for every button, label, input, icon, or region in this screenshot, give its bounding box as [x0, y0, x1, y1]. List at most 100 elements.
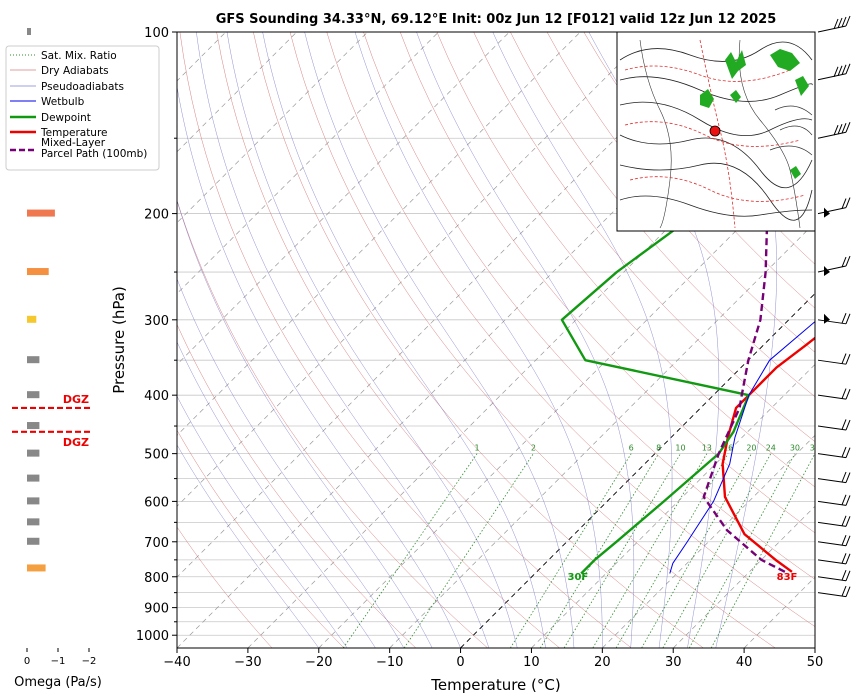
- isotherm: [602, 434, 815, 648]
- p-tick-label: 600: [144, 495, 169, 510]
- p-tick-label: 300: [144, 314, 169, 329]
- omega-axis-label: Omega (Pa/s): [14, 675, 102, 690]
- p-tick-label: 500: [144, 448, 169, 463]
- omega-bar: [27, 315, 37, 323]
- omega-bar: [27, 474, 40, 482]
- omega-bar: [27, 518, 40, 526]
- isotherm: [318, 151, 815, 648]
- dry-adiabat: [177, 323, 417, 648]
- dry-adiabat: [583, 32, 815, 309]
- dry-adiabat: [399, 32, 815, 534]
- omega-bar: [27, 391, 40, 399]
- p-tick-label: 900: [144, 602, 169, 617]
- p-tick-label: 1000: [136, 629, 169, 644]
- x-tick-label: 20: [594, 655, 611, 670]
- wind-barb: [817, 197, 851, 218]
- legend-label: Parcel Path (100mb): [41, 148, 147, 160]
- omega-tick-label: −2: [82, 656, 97, 667]
- background-grid: 1 2 6 8 10 13 16 20 24 30 36: [177, 32, 815, 648]
- mixing-ratio-label: 24: [766, 444, 776, 453]
- legend: Sat. Mix. Ratio Dry Adiabats Pseudoadiabat…: [5, 45, 160, 171]
- isotherm: [177, 32, 723, 578]
- mixing-ratio-line: [615, 453, 729, 648]
- surface-label: 30F: [567, 572, 588, 583]
- wind-barb: [817, 388, 851, 400]
- pseudoadiabat: [177, 341, 376, 648]
- dry-adiabat: [473, 32, 815, 442]
- surface-label: 83F: [777, 572, 798, 583]
- isotherm: [247, 80, 815, 648]
- mixing-ratio-label: 1: [474, 444, 479, 453]
- isotherm: [672, 505, 815, 648]
- mixing-ratio-line: [342, 453, 478, 648]
- wind-barb: [817, 122, 851, 139]
- dry-adiabat: [436, 32, 815, 488]
- dry-adiabat: [363, 32, 815, 580]
- omega-bar: [27, 537, 40, 545]
- mixing-ratio-label: 8: [656, 444, 661, 453]
- omega-tick-label: −1: [51, 656, 66, 667]
- pseudoadiabat: [177, 278, 405, 648]
- legend-label: Pseudoadiabats: [41, 81, 124, 93]
- wind-barb: [817, 419, 851, 431]
- mixing-ratio-label: 6: [629, 444, 634, 453]
- dgz-label: DGZ: [63, 436, 89, 449]
- pseudoadiabat: [177, 85, 461, 648]
- wind-barb: [817, 515, 851, 527]
- isotherm: [531, 363, 815, 648]
- y-axis-label: Pressure (hPa): [110, 286, 128, 394]
- wind-barb: [817, 446, 851, 459]
- p-tick-label: 700: [144, 536, 169, 551]
- dry-adiabat: [326, 32, 815, 627]
- mixing-ratio-line: [641, 453, 752, 648]
- wind-barb: [817, 534, 851, 547]
- dry-adiabat: [216, 32, 632, 648]
- wind-barb: [817, 494, 851, 506]
- omega-panel: 0 −1 −2 DGZ DGZ: [12, 28, 96, 667]
- mixing-ratio-line: [563, 453, 681, 648]
- x-tick-label: −40: [163, 655, 190, 670]
- p-tick-label: 800: [144, 571, 169, 586]
- legend-box: [5, 45, 160, 171]
- pseudoadiabat: [354, 32, 603, 648]
- wind-barb: [817, 585, 851, 598]
- pseudoadiabat: [588, 32, 720, 648]
- x-tick-label: 50: [807, 655, 824, 670]
- pseudoadiabat: [262, 32, 546, 648]
- x-axis-label: Temperature (°C): [430, 676, 560, 694]
- x-tick-label: 10: [523, 655, 540, 670]
- mixing-ratio-line: [592, 453, 708, 648]
- legend-label: Temperature: [40, 127, 108, 139]
- pseudoadiabat: [226, 32, 518, 648]
- isotherm: [177, 32, 652, 507]
- series-wetbulb: [669, 320, 815, 574]
- x-tick-label: 40: [736, 655, 753, 670]
- dry-adiabat: [253, 32, 704, 648]
- omega-bar: [27, 209, 55, 217]
- wind-barb: [817, 569, 851, 582]
- mixing-ratio-line: [403, 453, 534, 648]
- dry-adiabat: [177, 429, 345, 648]
- omega-bar: [27, 564, 46, 572]
- p-tick-label: 400: [144, 389, 169, 404]
- plot-frame: [176, 31, 816, 649]
- wind-barb: [817, 255, 851, 277]
- mixing-ratio-label: 13: [702, 444, 712, 453]
- omega-bar: [27, 356, 40, 364]
- omega-bar: [27, 497, 40, 505]
- pseudoadiabat: [177, 395, 348, 648]
- mixing-ratio-label: 10: [675, 444, 685, 453]
- p-tick-label: 200: [144, 208, 169, 223]
- pseudoadiabat: [304, 32, 575, 648]
- inset-map: [616, 31, 816, 232]
- x-tick-label: 0: [456, 655, 464, 670]
- dry-adiabat: [179, 32, 560, 648]
- wind-barb: [817, 313, 851, 325]
- mixing-ratio-label: 20: [746, 444, 756, 453]
- legend-label: Mixed-Layer: [41, 137, 106, 149]
- omega-bar: [27, 449, 40, 457]
- dry-adiabat: [510, 32, 815, 398]
- mixing-ratio-label: 30: [790, 444, 800, 453]
- wind-barb: [817, 15, 851, 33]
- dry-adiabat: [177, 526, 273, 648]
